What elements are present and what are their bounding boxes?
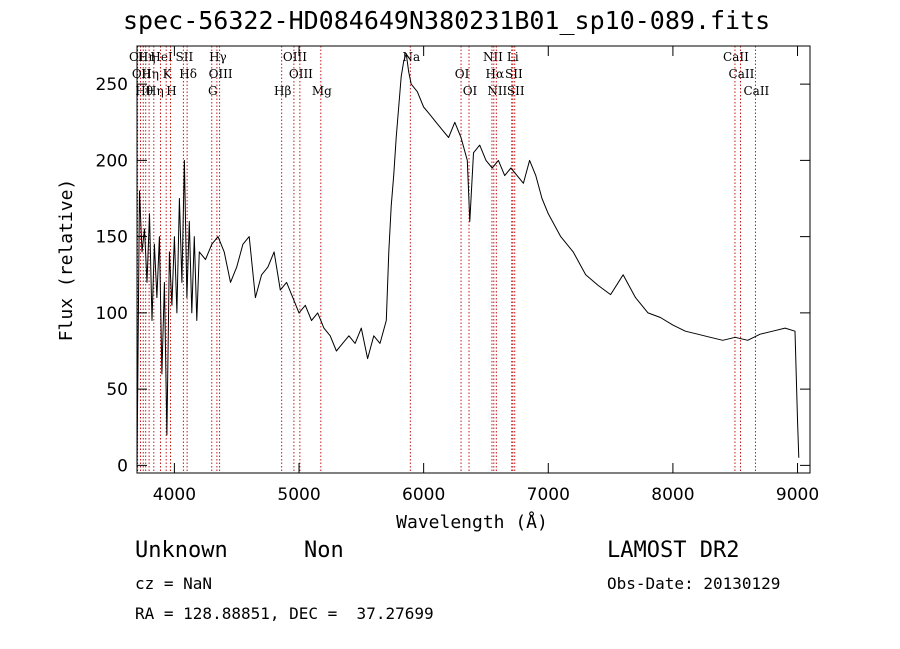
line-marker-label: CaII (729, 67, 755, 81)
x-axis-label: Wavelength (Å) (396, 511, 548, 533)
y-tick-label: 150 (96, 228, 128, 248)
line-marker-label: HeI (150, 50, 173, 64)
line-marker-label: SII (176, 50, 194, 64)
line-markers: OIIOIIHθHηHηHηHeIKHSIIHδGHγOIIIHβOIIIOII… (129, 46, 770, 473)
line-marker-label: G (208, 84, 218, 98)
line-marker-label: NII (487, 84, 507, 98)
line-marker-label: SII (505, 67, 523, 81)
y-tick-label: 50 (106, 380, 128, 400)
y-tick-label: 200 (96, 151, 128, 171)
plot-frame (136, 45, 811, 474)
line-marker-label: Hδ (179, 67, 197, 81)
line-marker-label: OIII (283, 50, 307, 64)
line-marker-label: H (166, 84, 176, 98)
line-marker-label: Hη (146, 84, 164, 98)
x-tick-label: 7000 (527, 485, 570, 505)
line-marker-label: CaII (723, 50, 749, 64)
x-tick-label: 9000 (776, 485, 819, 505)
y-tick-label: 100 (96, 304, 128, 324)
subclass-label: Non (304, 538, 344, 563)
spectrum-series (136, 53, 800, 466)
class-label: Unknown (135, 538, 228, 563)
axis-ticks: 4000 5000 6000 7000 8000 9000 0 50 100 150 200 250 (96, 46, 819, 505)
coords-label: RA = 128.88851, DEC = 37.27699 (135, 604, 434, 623)
line-marker-label: Hθ (135, 84, 153, 98)
y-tick-label: 250 (96, 75, 128, 95)
line-marker-label: Hη (141, 67, 159, 81)
line-marker-label: SII (507, 84, 525, 98)
line-marker-label: Hη (138, 50, 156, 64)
line-marker-label: OIII (209, 67, 233, 81)
line-marker-label: K (163, 67, 173, 81)
x-tick-label: 6000 (402, 485, 445, 505)
line-marker-label: NII (483, 50, 503, 64)
line-marker-label: OI (455, 67, 470, 81)
line-marker-label: OI (463, 84, 478, 98)
y-tick-label: 0 (117, 456, 128, 476)
x-tick-label: 4000 (153, 485, 196, 505)
line-marker-label: Mg (312, 84, 332, 98)
line-marker-label: Hγ (209, 50, 227, 64)
x-tick-label: 8000 (651, 485, 694, 505)
line-marker-label: CaII (743, 84, 769, 98)
line-marker-label: Hβ (274, 84, 291, 98)
obs-date-label: Obs-Date: 20130129 (607, 574, 781, 593)
spectrum-line (136, 53, 800, 466)
y-axis-label: Flux (relative) (56, 179, 77, 342)
x-tick-label: 5000 (277, 485, 320, 505)
cz-label: cz = NaN (135, 574, 213, 593)
line-marker-label: OIII (289, 67, 313, 81)
line-marker-label: Hα (486, 67, 505, 81)
chart-title: spec-56322-HD084649N380231B01_sp10-089.f… (123, 6, 771, 35)
survey-label: LAMOST DR2 (607, 538, 740, 563)
